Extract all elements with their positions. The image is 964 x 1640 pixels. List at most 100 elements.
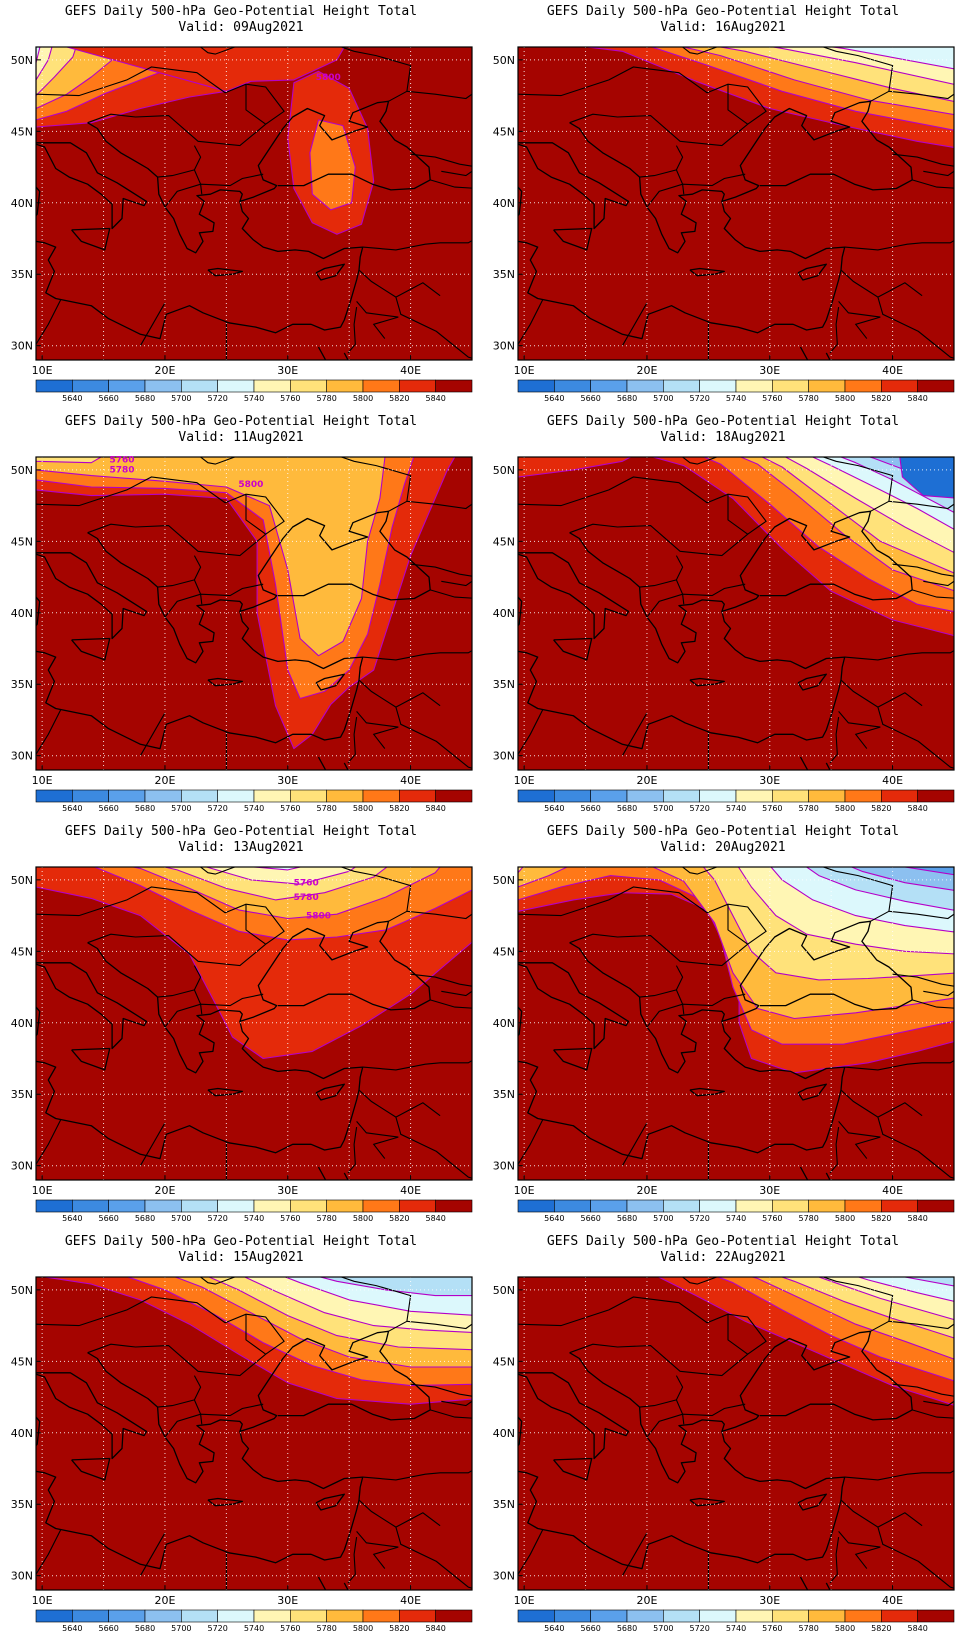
country-border [139,1122,166,1166]
map-frame [35,46,473,361]
height-band [902,1277,954,1287]
colorbar-swatch [399,379,436,393]
lon-tick-label: 30E [277,364,298,377]
country-border [199,1277,237,1285]
colorbar-swatch [72,789,109,803]
country-border [844,1060,954,1071]
country-border [164,583,264,618]
coastline [811,1366,815,1371]
country-border [347,1127,358,1174]
colorbar-swatch [917,1609,955,1623]
lon-tick-label: 30E [759,1184,780,1197]
colorbar-label: 5660 [580,1624,600,1633]
lat-tick-label: 40N [493,1017,515,1030]
lat-tick-label: 35N [493,268,515,281]
colorbar-label: 5840 [907,394,927,403]
country-border [639,579,685,605]
colorbar-swatch [663,1609,700,1623]
colorbar-swatch [626,789,664,803]
country-border [36,476,285,557]
coastline [825,1582,831,1590]
colorbar-label: 5700 [653,1624,673,1633]
country-border [36,1529,62,1575]
colorbar-swatch [399,789,436,803]
colorbar-label: 5680 [617,1214,637,1223]
country-border [362,1060,472,1071]
country-border [358,1499,441,1528]
country-border [245,84,267,125]
colorbar-label: 5720 [207,1214,227,1223]
colorbar-swatch [362,789,400,803]
coastline [71,1047,111,1071]
country-border [193,1375,202,1401]
colorbar-label: 5780 [798,804,818,813]
coastline [317,756,327,770]
country-border [157,579,203,605]
lat-tick-label: 40N [11,607,33,620]
lon-tick-label: 10E [514,1594,535,1607]
colorbar-swatch [517,1609,555,1623]
colorbar-swatch [590,1609,628,1623]
colorbar-swatch [253,789,291,803]
height-band [518,867,524,874]
lat-tick-label: 50N [11,1284,33,1297]
country-border [362,240,472,251]
colorbar-label: 5760 [762,804,782,813]
height-band [856,1277,954,1302]
colorbar-swatch [35,1199,73,1213]
coastline [315,673,345,691]
coastline [518,1021,846,1160]
country-border [892,563,954,577]
country-border [245,494,267,535]
colorbar-swatch [699,789,737,803]
lon-tick-label: 10E [32,1184,53,1197]
map-title: GEFS Daily 500-hPa Geo-Potential Height … [546,414,900,429]
lon-tick-label: 30E [277,1184,298,1197]
country-border [441,170,472,177]
lat-tick-label: 50N [11,464,33,477]
colorbar-swatch [435,1609,473,1623]
map-panel: GEFS Daily 500-hPa Geo-Potential Height … [0,0,482,410]
country-border [358,679,441,708]
coastline [343,762,349,770]
height-band [36,457,386,657]
colorbar-label: 5820 [871,394,891,403]
map-panel: GEFS Daily 500-hPa Geo-Potential Height … [0,820,482,1230]
colorbar-swatch [626,1199,664,1213]
contour-fields [518,1277,954,1590]
lon-tick-label: 20E [636,1594,657,1607]
country-border [840,679,923,708]
country-border [362,1470,472,1481]
map-frame [517,866,955,1181]
colorbar-label: 5640 [544,1214,564,1223]
coastline [518,552,630,640]
coastline [87,100,431,254]
colorbar-label: 5760 [762,1624,782,1633]
lat-tick-label: 45N [11,125,33,138]
country-border [892,1383,954,1397]
colorbar-label: 5800 [835,804,855,813]
coastline [71,227,111,251]
country-border [840,1499,923,1528]
country-border [356,301,399,339]
coastline [36,201,364,340]
colorbar-label: 5780 [798,394,818,403]
country-border [646,173,746,208]
lat-tick-label: 45N [11,945,33,958]
colorbar-swatch [735,1199,773,1213]
coastline [569,510,913,664]
lat-tick-label: 35N [493,1498,515,1511]
coastline [518,962,630,1050]
colorbar-swatch [217,379,255,393]
colorbar-swatch [844,789,882,803]
coastline [797,1493,827,1511]
lat-tick-label: 35N [493,678,515,691]
country-border [339,457,412,512]
coastline [799,1576,809,1590]
colorbar-label: 5800 [353,1624,373,1633]
country-border [912,999,954,1009]
colorbar-swatch [808,379,846,393]
colorbar-label: 5780 [316,394,336,403]
